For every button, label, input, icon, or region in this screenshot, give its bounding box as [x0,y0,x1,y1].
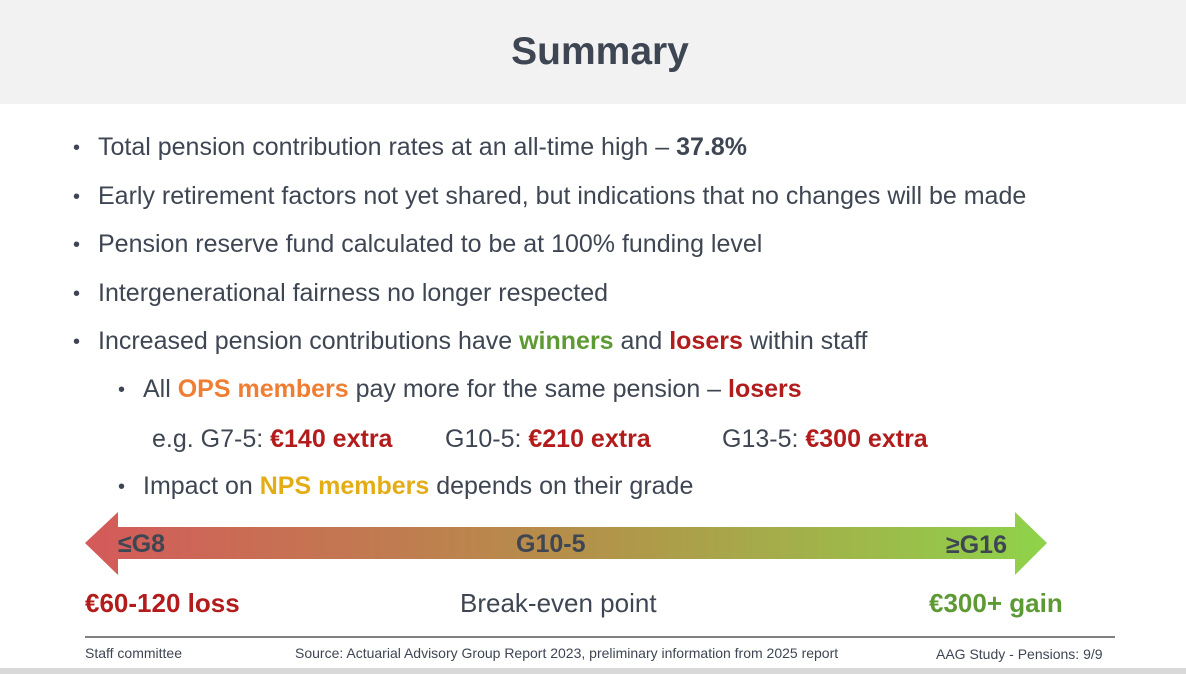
bullet-text: within staff [742,327,868,355]
loss-outcome: €60-120 loss [85,588,240,618]
example-label: G10-5: [445,425,529,453]
bullet-dot: • [73,186,81,208]
bullet-dot: • [73,234,81,256]
example-g13: G13-5: €300 extra [722,425,928,454]
losers-text: losers [669,327,743,355]
grade-mid-label: G10-5 [516,530,586,558]
sub-bullet-nps: Impact on NPS members depends on their g… [143,472,693,501]
gain-outcome: €300+ gain [929,588,1063,618]
bullet-dot: • [73,137,81,159]
sub-bullet-ops: All OPS members pay more for the same pe… [143,375,802,404]
losers-text: losers [728,375,802,403]
footer-source: Source: Actuarial Advisory Group Report … [295,645,839,661]
example-value: €140 extra [270,425,393,453]
bullet-text: depends on their grade [429,472,694,500]
bullet-reserve-fund: Pension reserve fund calculated to be at… [98,230,763,258]
footer-page: AAG Study - Pensions: 9/9 [936,646,1103,662]
bullet-dot: • [73,283,81,305]
bullet-winners-losers: Increased pension contributions have win… [98,327,867,356]
bullet-text: Increased pension contributions have [98,327,520,355]
bullet-text: pay more for the same pension – [348,375,729,403]
bullet-intergenerational: Intergenerational fairness no longer res… [98,279,609,307]
grade-high-label: ≥G16 [946,531,1007,559]
bullet-dot: • [73,331,81,353]
bullet-early-retirement: Early retirement factors not yet shared,… [98,182,1027,210]
ops-members-text: OPS members [177,375,349,403]
example-g10: G10-5: €210 extra [445,425,651,454]
example-value: €300 extra [805,425,928,453]
grade-scale-arrow [84,510,1050,578]
slide-title: Summary [511,30,689,73]
sub-bullet-dot: • [118,379,126,401]
grade-low-label: ≤G8 [118,530,166,558]
bullet-text: Total pension contribution rates at an a… [98,133,677,161]
break-even-label: Break-even point [460,588,657,618]
footer-divider [85,636,1115,638]
bullet-contribution-rates: Total pension contribution rates at an a… [98,133,747,162]
rate-value: 37.8% [676,133,748,161]
example-g7: e.g. G7-5: €140 extra [152,425,392,454]
example-label: e.g. G7-5: [152,425,271,453]
footer-left: Staff committee [85,645,183,661]
example-label: G13-5: [722,425,806,453]
header-band [0,0,1186,104]
bottom-strip [0,668,1186,674]
winners-text: winners [519,327,614,355]
sub-bullet-dot: • [118,476,126,498]
bullet-text: All [143,375,178,403]
bullet-text: and [613,327,670,355]
bullet-text: Impact on [143,472,260,500]
example-value: €210 extra [528,425,651,453]
nps-members-text: NPS members [259,472,430,500]
